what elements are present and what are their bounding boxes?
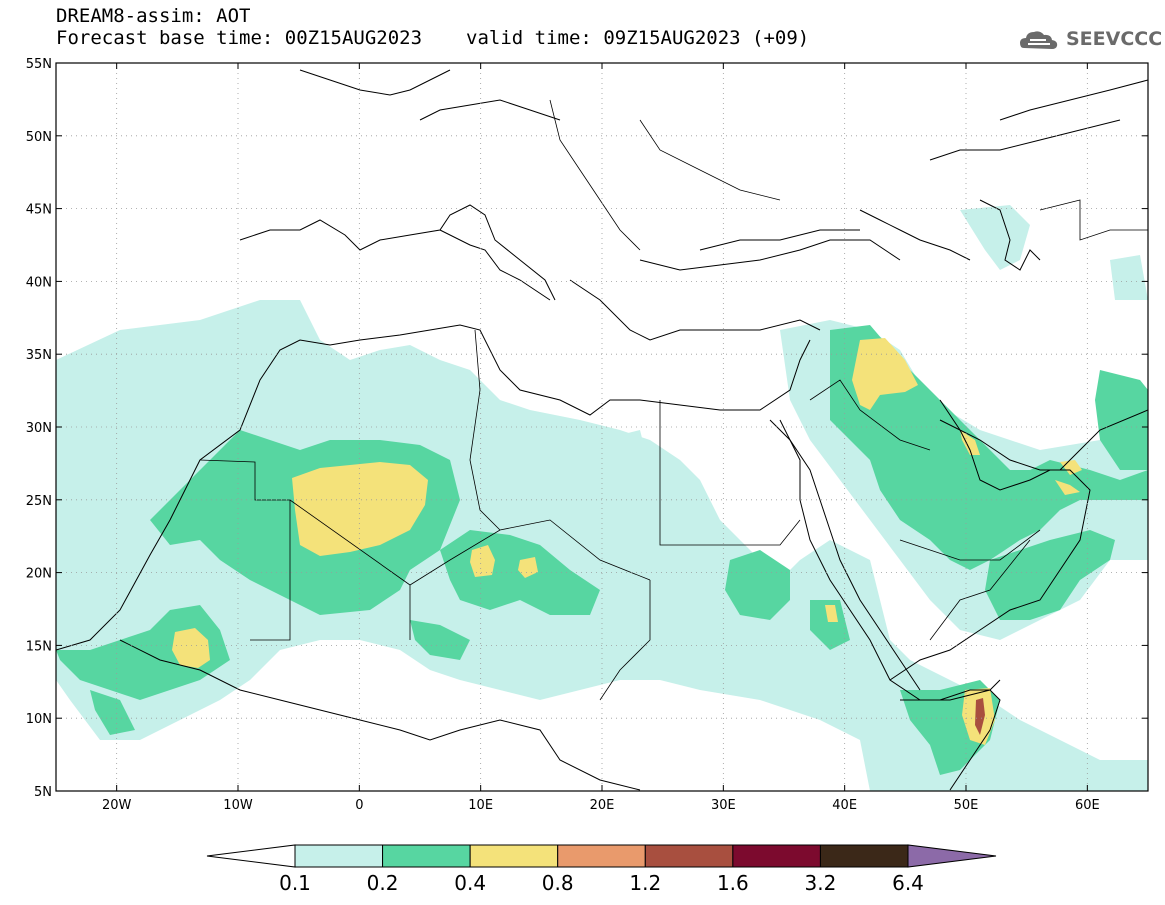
- colorbar-label: 0.8: [541, 871, 574, 895]
- lon-tick-label: 60E: [1075, 798, 1100, 813]
- coastlines: [56, 69, 1148, 791]
- aot-level-0-4: [172, 338, 1082, 745]
- lon-tick-label: 50E: [954, 798, 979, 813]
- lat-tick-label: 50N: [26, 130, 52, 145]
- lat-tick-label: 10N: [26, 712, 52, 727]
- colorbar-label: 1.2: [629, 871, 662, 895]
- cloud-icon: [1020, 31, 1058, 49]
- colorbar-low-arrow: [206, 844, 296, 868]
- aot-contours: [56, 205, 1148, 791]
- lat-tick-label: 35N: [26, 348, 52, 363]
- lat-tick-label: 30N: [26, 421, 52, 436]
- lon-tick-label: 40E: [832, 798, 857, 813]
- aot-level-0-1: [56, 205, 1148, 791]
- colorbar-swatch: [469, 844, 559, 868]
- lat-tick-label: 40N: [26, 275, 52, 290]
- colorbar-swatch: [382, 844, 471, 868]
- lon-tick-label: 20E: [590, 798, 615, 813]
- lat-tick-label: 20N: [26, 567, 52, 582]
- lat-tick-label: 25N: [26, 494, 52, 509]
- aot-level-1-2: [975, 698, 985, 735]
- colorbar-label: 3.2: [804, 871, 837, 895]
- valid-time: valid time: 09Z15AUG2023 (+09): [466, 27, 810, 49]
- map-title: DREAM8-assim: AOT: [56, 5, 251, 27]
- lon-tick-label: 20W: [102, 798, 132, 813]
- colorbar-label: 0.2: [366, 871, 399, 895]
- lon-tick-label: 10E: [468, 798, 493, 813]
- colorbar-swatch: [644, 844, 734, 868]
- country-borders: [199, 99, 1148, 701]
- lat-tick-label: 5N: [34, 785, 52, 800]
- colorbar-label: 0.4: [454, 871, 487, 895]
- map-background: [56, 63, 1148, 791]
- colorbar-label: 0.1: [279, 871, 311, 895]
- colorbar-swatch: [732, 844, 821, 868]
- colorbar-swatch: [557, 844, 646, 868]
- lat-tick-label: 55N: [26, 57, 52, 72]
- aot-level-0-2: [56, 325, 1148, 775]
- colorbar-high-arrow: [907, 844, 997, 868]
- lat-tick-label: 45N: [26, 203, 52, 218]
- time-info: Forecast base time: 00Z15AUG2023 valid ti…: [56, 28, 809, 48]
- colorbar-swatch: [294, 844, 384, 868]
- colorbar-label: 1.6: [716, 871, 749, 895]
- lon-tick-label: 0: [355, 798, 363, 813]
- base-time: Forecast base time: 00Z15AUG2023: [56, 27, 423, 49]
- lon-tick-label: 30E: [711, 798, 736, 813]
- lon-tick-label: 10W: [223, 798, 253, 813]
- lat-tick-label: 15N: [26, 639, 52, 654]
- colorbar-swatch: [819, 844, 909, 868]
- colorbar-label: 6.4: [892, 871, 924, 895]
- graticule: [56, 63, 1148, 791]
- axis-ticks: 55N 50N 45N 40N 35N 30N 25N 20N 15N 10N 5N 20W 10W 0 1…: [26, 57, 1148, 813]
- map-frame: [55, 62, 1149, 792]
- logo-text: SEEVCCC: [1066, 28, 1163, 50]
